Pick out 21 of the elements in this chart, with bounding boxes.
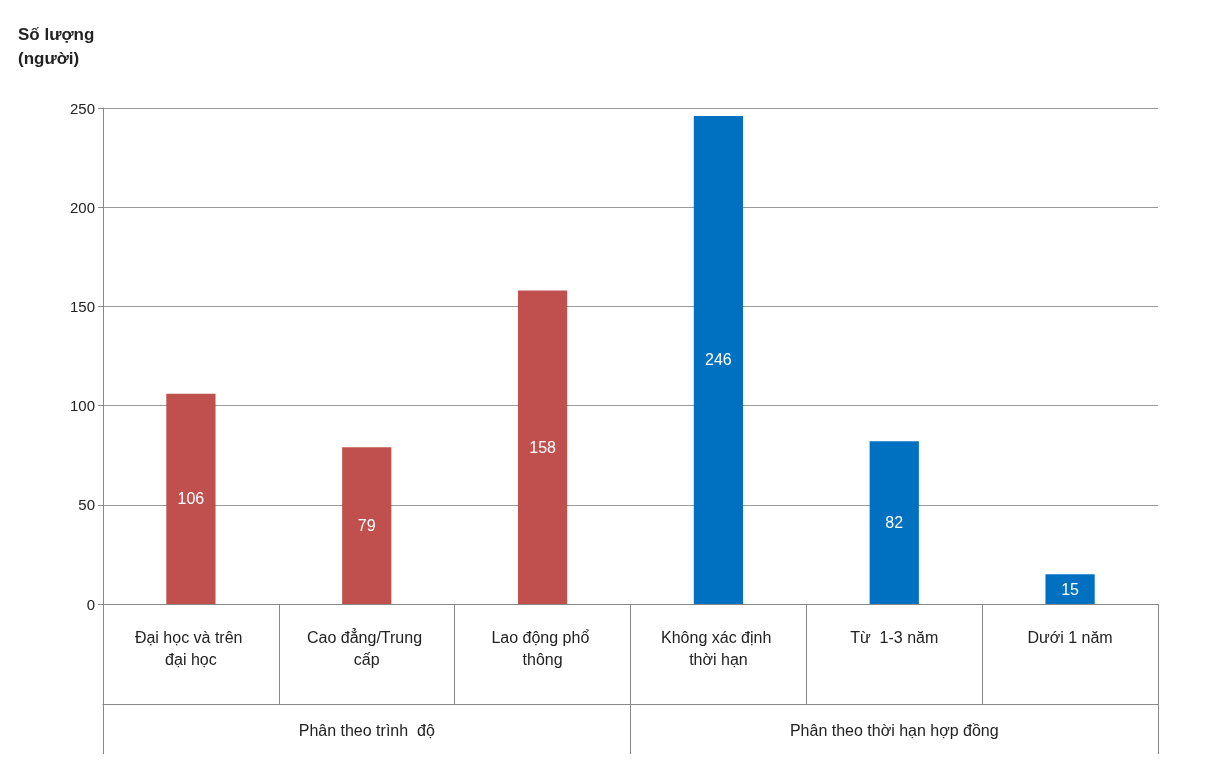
y-axis-title: Số lượng (người): [18, 24, 95, 68]
y-tick-label: 250: [69, 99, 95, 117]
y-tick-label: 0: [86, 595, 95, 613]
x-tick-label: Cao đẳng/Trung cấp: [307, 627, 427, 668]
y-tick-label: 150: [69, 297, 95, 315]
x-tick-label: Không xác định thời hạn: [661, 628, 776, 668]
data-label: 246: [705, 351, 732, 369]
y-tick-label: 100: [69, 397, 95, 415]
data-label: 79: [357, 517, 376, 535]
text: Phân theo thời hạn hợp đồng: [789, 721, 999, 739]
x-tick-label: Đại học và trên đại học: [134, 628, 247, 668]
x-tick-label: Lao động phổ thông: [491, 628, 594, 668]
data-label: 106: [177, 490, 205, 508]
data-label: 158: [529, 438, 557, 456]
data-label: 15: [1061, 580, 1080, 598]
x-tick-label: Dưới 1 năm: [1027, 628, 1113, 646]
y-tick-label: 200: [69, 198, 95, 216]
x-tick-label: Từ 1-3 năm: [850, 628, 939, 646]
data-label: 82: [885, 514, 904, 532]
text: Phân theo trình độ: [298, 721, 435, 739]
y-tick-label: 50: [78, 496, 95, 514]
